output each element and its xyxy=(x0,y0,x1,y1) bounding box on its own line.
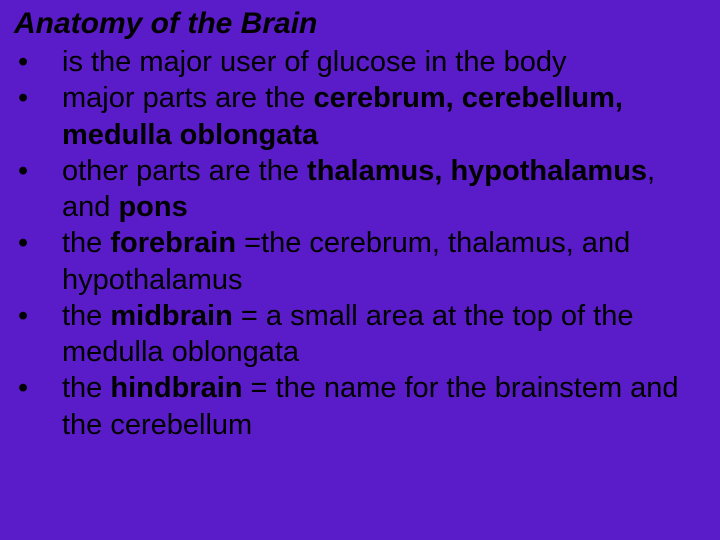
bullet-item: the midbrain = a small area at the top o… xyxy=(14,298,706,371)
bullet-text-segment: pons xyxy=(118,191,187,223)
bullet-item: is the major user of glucose in the body xyxy=(14,44,706,80)
bullet-text-segment: is the major user of glucose in the body xyxy=(62,46,567,78)
bullet-item: other parts are the thalamus, hypothalam… xyxy=(14,153,706,226)
bullet-item: the forebrain =the cerebrum, thalamus, a… xyxy=(14,225,706,298)
bullet-text-segment: other parts are the xyxy=(62,155,307,187)
bullet-text-segment: the xyxy=(62,300,110,332)
bullet-list: is the major user of glucose in the body… xyxy=(14,44,706,443)
bullet-text-segment: the xyxy=(62,227,110,259)
bullet-text-segment: thalamus, hypothalamus xyxy=(307,155,647,187)
bullet-text-segment: major parts are the xyxy=(62,82,313,114)
bullet-text-segment: the xyxy=(62,372,110,404)
bullet-item: major parts are the cerebrum, cerebellum… xyxy=(14,80,706,153)
bullet-text-segment: hindbrain xyxy=(110,372,242,404)
bullet-text-segment: midbrain xyxy=(110,300,232,332)
slide-title: Anatomy of the Brain xyxy=(14,6,706,42)
bullet-text-segment: forebrain xyxy=(110,227,236,259)
bullet-item: the hindbrain = the name for the brainst… xyxy=(14,370,706,443)
